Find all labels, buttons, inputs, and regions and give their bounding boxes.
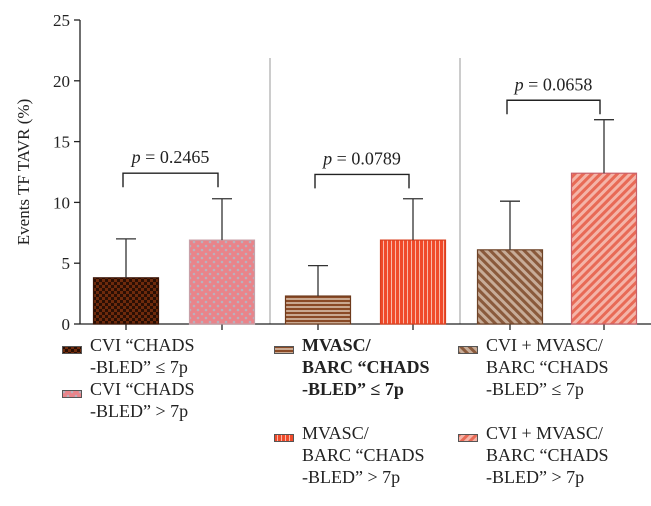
significance-annotations: p = 0.2465 p = 0.0789 p = 0.0658 bbox=[122, 74, 601, 189]
y-tick-label: 15 bbox=[53, 133, 70, 152]
legend-label: MVASC/ BARC “CHADS -BLED” > 7p bbox=[302, 423, 425, 487]
legend-label: CVI “CHADS -BLED” > 7p bbox=[90, 379, 195, 421]
bar bbox=[188, 239, 256, 325]
y-tick-label: 10 bbox=[53, 193, 70, 212]
legend-label: MVASC/ BARC “CHADS -BLED” ≤ 7p bbox=[302, 335, 430, 399]
legend-item-combined-gt7: CVI + MVASC/ BARC “CHADS -BLED” > 7p bbox=[458, 422, 609, 488]
error-bars bbox=[116, 119, 614, 297]
bars bbox=[92, 172, 638, 325]
legend-swatch bbox=[274, 341, 294, 354]
legend-label: CVI + MVASC/ BARC “CHADS -BLED” > 7p bbox=[486, 423, 609, 487]
legend-swatch bbox=[62, 385, 82, 398]
legend-item-combined-le7: CVI + MVASC/ BARC “CHADS -BLED” ≤ 7p bbox=[458, 334, 609, 400]
legend-item-cvi-gt7: CVI “CHADS -BLED” > 7p bbox=[62, 378, 195, 422]
legend-swatch bbox=[458, 341, 478, 354]
bar bbox=[570, 172, 638, 325]
y-tick-label: 0 bbox=[62, 315, 71, 332]
legend-swatch bbox=[458, 429, 478, 442]
legend-swatch bbox=[62, 341, 82, 354]
legend-item-cvi-le7: CVI “CHADS -BLED” ≤ 7p bbox=[62, 334, 195, 378]
significance-bracket bbox=[506, 99, 601, 115]
legend: CVI “CHADS -BLED” ≤ 7p CVI “CHADS -BLED”… bbox=[0, 332, 651, 506]
legend-item-mvasc-le7: MVASC/ BARC “CHADS -BLED” ≤ 7p bbox=[274, 334, 430, 400]
y-axis-label: Events TF TAVR (%) bbox=[14, 99, 33, 245]
p-value-label: p = 0.0658 bbox=[513, 74, 593, 94]
p-value-label: p = 0.0789 bbox=[321, 148, 401, 168]
legend-item-mvasc-gt7: MVASC/ BARC “CHADS -BLED” > 7p bbox=[274, 422, 425, 488]
legend-swatch bbox=[274, 429, 294, 442]
legend-label: CVI + MVASC/ BARC “CHADS -BLED” ≤ 7p bbox=[486, 335, 609, 399]
y-tick-label: 20 bbox=[53, 72, 70, 91]
axes: 0 5 10 15 20 25 Events TF TAVR (%) bbox=[14, 11, 651, 332]
significance-bracket bbox=[122, 172, 219, 188]
group-dividers bbox=[269, 58, 461, 324]
bar bbox=[476, 249, 544, 325]
bar bbox=[284, 295, 352, 325]
y-tick-label: 25 bbox=[53, 11, 70, 30]
bar bbox=[379, 239, 447, 325]
significance-bracket bbox=[314, 173, 410, 189]
legend-label: CVI “CHADS -BLED” ≤ 7p bbox=[90, 335, 195, 377]
y-tick-label: 5 bbox=[62, 254, 71, 273]
p-value-label: p = 0.2465 bbox=[130, 147, 210, 167]
bar bbox=[92, 277, 160, 325]
